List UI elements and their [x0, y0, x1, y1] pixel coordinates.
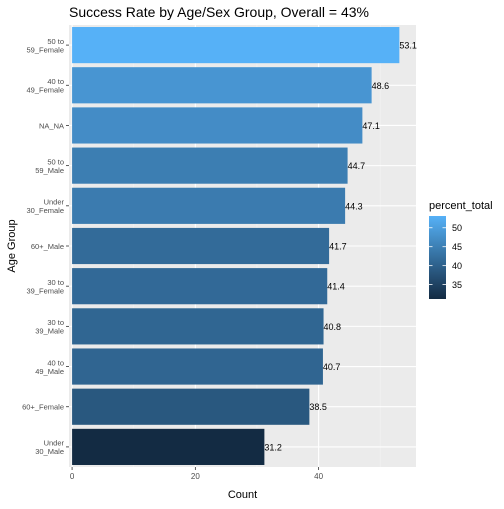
y-tick-label: 40 to 49_Female: [26, 77, 64, 95]
legend-title: percent_total: [429, 200, 493, 212]
bar: [72, 268, 328, 305]
bar: [72, 67, 372, 104]
legend-tick-label: 40: [452, 261, 462, 271]
data-label: 40.8: [324, 322, 342, 332]
legend-tick-label: 50: [452, 223, 462, 233]
y-tick-label: 30 to 39_Female: [26, 278, 64, 296]
y-tick-label: Under 30_Male: [35, 439, 64, 457]
y-tick-label: 60+_Female: [22, 403, 64, 412]
legend-tick-label: 45: [452, 242, 462, 252]
bar: [72, 187, 346, 224]
data-label: 47.1: [362, 121, 380, 131]
data-label: 41.4: [327, 282, 345, 292]
bar: [72, 107, 363, 144]
x-axis: 0 20 40: [70, 467, 324, 481]
y-tick-label: 40 to 49_Male: [35, 358, 64, 376]
y-tick-label: 50 to 59_Female: [26, 37, 64, 55]
y-tick-label: 60+_Male: [31, 242, 64, 251]
legend-colorbar: [429, 216, 446, 299]
bar: [72, 348, 323, 385]
bar: [72, 227, 330, 265]
x-tick-label: 40: [314, 472, 323, 481]
bar: [72, 27, 400, 64]
bar: [72, 388, 310, 425]
x-tick-label: 0: [70, 472, 75, 481]
y-axis: 50 to 59_Female 40 to 49_Female NA_NA 50 to 59…: [22, 37, 69, 456]
data-label: 38.5: [309, 402, 327, 412]
y-tick-label: 30 to 39_Male: [35, 318, 64, 336]
x-axis-title: Count: [228, 489, 257, 501]
bar: [72, 428, 265, 465]
data-label: 48.6: [372, 81, 390, 91]
bar: [72, 147, 348, 184]
y-tick-label: 50 to 59_Male: [35, 157, 64, 175]
data-labels: 53.1 48.6 47.1 44.7 44.3 41.7 41.4 40.8 40.7 38.5…: [264, 41, 417, 453]
legend-tick-label: 35: [452, 280, 462, 290]
data-label: 40.7: [323, 362, 341, 372]
data-label: 53.1: [399, 41, 417, 51]
data-label: 44.7: [348, 161, 366, 171]
y-tick-label: Under 30_Female: [26, 198, 64, 216]
color-legend: percent_total 35 40 45 50: [429, 200, 493, 299]
chart-title: Success Rate by Age/Sex Group, Overall =…: [69, 4, 369, 20]
bars: [72, 27, 400, 465]
x-tick-label: 20: [191, 472, 200, 481]
y-axis-title: Age Group: [6, 219, 18, 272]
legend-ticks: 35 40 45 50: [429, 223, 462, 290]
bar: [72, 308, 324, 345]
data-label: 31.2: [264, 442, 282, 452]
data-label: 44.3: [345, 201, 363, 211]
data-label: 41.7: [329, 242, 347, 252]
y-tick-label: NA_NA: [39, 121, 64, 130]
